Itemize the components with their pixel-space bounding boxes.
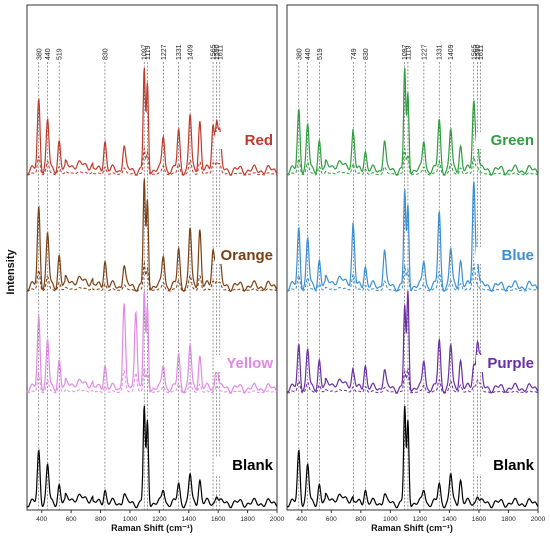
peak-label: 830 (102, 48, 109, 60)
peak-label: 1565 (471, 44, 478, 60)
series-label-background (215, 247, 271, 264)
spectrum-dashed-green (286, 146, 538, 176)
series-label-background (476, 457, 532, 474)
series-label-background (215, 457, 271, 474)
series-label-background (476, 355, 532, 372)
spectrum-dashed-purple (286, 367, 538, 394)
spectrum-dashed-yellow (26, 365, 277, 394)
spectrum-line-yellow (26, 290, 278, 394)
peak-label: 380 (296, 48, 303, 60)
x-tick-label: 800 (95, 516, 106, 523)
left-panel: Raman Shift (cm⁻¹) 400 600 800 1000 1200 1400… (26, 4, 285, 533)
peak-label: 519 (57, 48, 64, 60)
series-label-blank: Blank (493, 457, 535, 474)
series-label-background (476, 247, 532, 264)
series-label-background (476, 132, 532, 149)
x-tick-label: 2000 (531, 516, 546, 523)
peak-label: 1590 (214, 44, 221, 60)
peak-label: 1119 (405, 45, 412, 60)
series-label-background (215, 355, 271, 372)
right-panel: Raman Shift (cm⁻¹) 400 600 800 1000 1200 1400… (286, 4, 546, 533)
series-label-background (215, 132, 271, 149)
peak-label: 1409 (188, 44, 195, 60)
spectrum-line-blank (286, 405, 539, 509)
series-label-yellow: Yellow (226, 355, 273, 372)
peak-label: 1227 (161, 44, 168, 60)
spectrum-line-orange (26, 178, 278, 292)
series-label-orange: Orange (220, 247, 273, 264)
peak-label: 1409 (448, 44, 455, 60)
spectrum-dashed-red (26, 146, 277, 176)
peak-label: 380 (36, 48, 43, 60)
x-tick-label: 1800 (240, 516, 255, 523)
x-tick-label: 600 (326, 516, 337, 523)
peak-label: 1097 (142, 44, 149, 60)
peak-label: 749 (351, 48, 358, 60)
peak-label: 519 (317, 48, 324, 60)
y-axis-title: Intensity (5, 249, 17, 295)
spectrum-line-red (26, 67, 278, 176)
x-tick-label: 1000 (383, 516, 398, 523)
x-tick-label: 1200 (152, 516, 167, 523)
peak-label: 1565 (211, 44, 218, 60)
series-label-green: Green (491, 132, 534, 149)
series-label-red: Red (245, 132, 273, 149)
x-tick-label: 800 (355, 516, 366, 523)
series-label-blue: Blue (501, 247, 534, 264)
x-tick-label: 400 (36, 516, 47, 523)
right-x-axis-title: Raman Shift (cm⁻¹) (371, 523, 453, 533)
peak-label: 830 (363, 48, 370, 60)
peak-label: 1611 (217, 45, 224, 60)
x-tick-label: 1800 (501, 516, 516, 523)
spectrum-line-green (286, 67, 539, 176)
spectrum-line-blue (286, 181, 539, 292)
spectrum-dashed-orange (26, 261, 277, 292)
right-panel-frame (286, 4, 539, 511)
x-tick-label: 400 (296, 516, 307, 523)
x-tick-label: 1200 (413, 516, 428, 523)
peak-label: 1331 (437, 44, 444, 60)
series-label-blank: Blank (232, 457, 274, 474)
peak-label: 440 (305, 48, 312, 60)
spectrum-line-blank (26, 405, 278, 509)
series-label-purple: Purple (487, 355, 534, 372)
peak-label: 1331 (176, 44, 183, 60)
x-tick-label: 1400 (442, 516, 457, 523)
x-tick-label: 1600 (211, 516, 226, 523)
left-x-axis-title: Raman Shift (cm⁻¹) (111, 523, 193, 533)
left-panel-frame (26, 4, 278, 511)
x-tick-label: 1400 (182, 516, 197, 523)
x-tick-label: 600 (66, 516, 77, 523)
peak-label: 1227 (421, 44, 428, 60)
peak-label: 1590 (475, 44, 482, 60)
spectrum-dashed-blue (286, 262, 538, 292)
peak-label: 1097 (402, 44, 409, 60)
x-tick-label: 2000 (270, 516, 285, 523)
peak-label: 1119 (145, 45, 152, 60)
peak-label: 1611 (478, 45, 485, 60)
x-tick-label: 1000 (123, 516, 138, 523)
x-tick-label: 1600 (472, 516, 487, 523)
peak-label: 440 (45, 48, 52, 60)
spectrum-line-purple (286, 290, 539, 394)
